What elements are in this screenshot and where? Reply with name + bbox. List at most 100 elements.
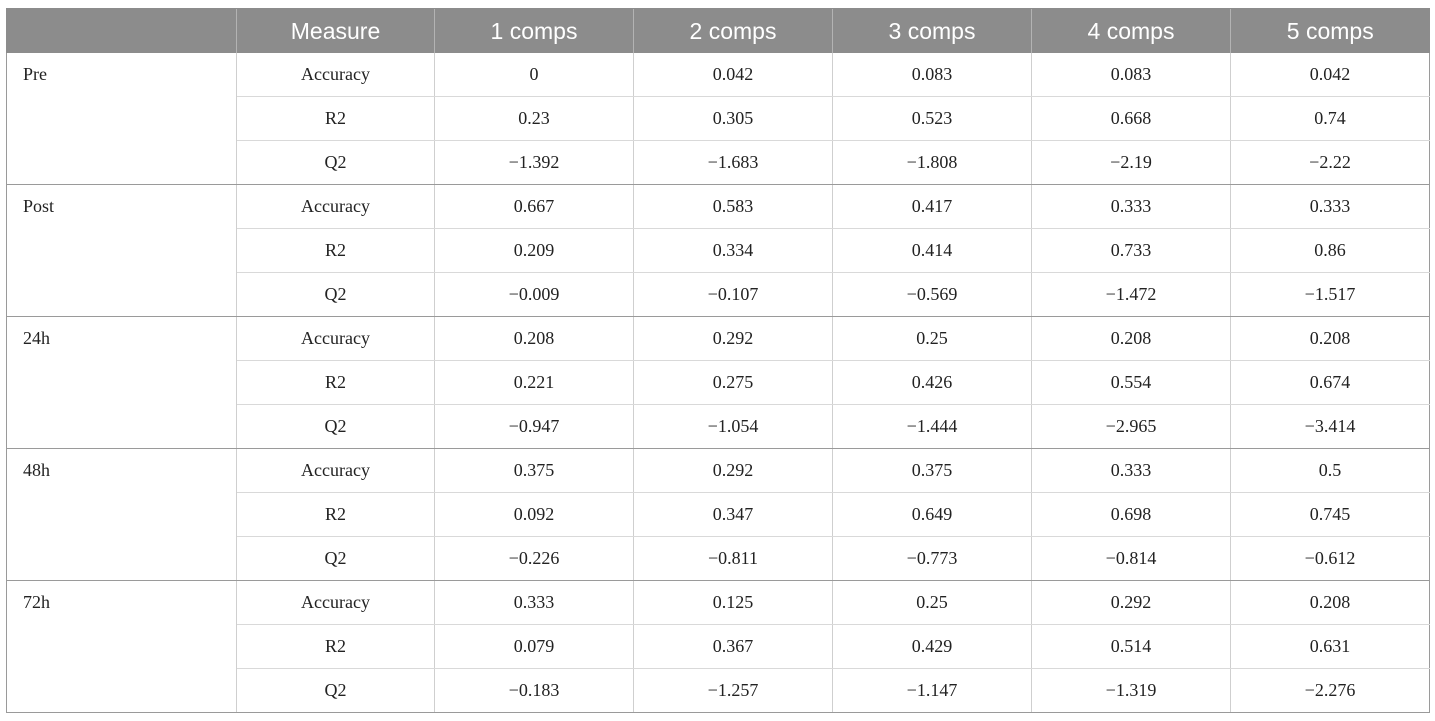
value-cell: 0.523 (832, 96, 1032, 141)
value-cell: −1.683 (633, 140, 833, 185)
table-row: Q2 −0.183 −1.257 −1.147 −1.319 −2.276 (7, 668, 1430, 713)
value-cell: −1.319 (1031, 668, 1231, 713)
table-row: Post Accuracy 0.667 0.583 0.417 0.333 0.333 (6, 184, 1430, 317)
value-cell: 0.209 (434, 228, 634, 273)
header-cell-2-comps: 2 comps (633, 8, 833, 53)
value-cell: 0 (434, 53, 634, 97)
value-cell: 0.347 (633, 492, 833, 537)
value-cell: 0.86 (1230, 228, 1430, 273)
value-cell: 0.333 (1031, 184, 1231, 229)
value-cell: 0.429 (832, 624, 1032, 669)
group-label-cell: Post (6, 184, 237, 317)
value-cell: 0.292 (1031, 580, 1231, 625)
group-label-cell: 48h (6, 448, 237, 581)
value-cell: −0.773 (832, 536, 1032, 581)
table-body: Pre Accuracy 0 0.042 0.083 0.083 0.042 R2 0.23 0.… (6, 53, 1430, 713)
value-cell: −1.054 (633, 404, 833, 449)
value-cell: 0.079 (434, 624, 634, 669)
value-cell: 0.208 (1230, 580, 1430, 625)
header-cell-1-comps: 1 comps (434, 8, 634, 53)
table-row: R2 0.221 0.275 0.426 0.554 0.674 (7, 360, 1430, 405)
group-label-cell: 24h (6, 316, 237, 449)
value-cell: 0.208 (1230, 316, 1430, 361)
value-cell: −0.107 (633, 272, 833, 317)
table-row: Q2 −1.392 −1.683 −1.808 −2.19 −2.22 (7, 140, 1430, 185)
value-cell: 0.083 (1031, 53, 1231, 97)
value-cell: 0.667 (434, 184, 634, 229)
value-cell: −1.392 (434, 140, 634, 185)
measure-cell: Q2 (236, 536, 435, 581)
value-cell: −2.965 (1031, 404, 1231, 449)
table-row: 72h Accuracy 0.333 0.125 0.25 0.292 0.208 (6, 580, 1430, 713)
value-cell: −1.147 (832, 668, 1032, 713)
value-cell: 0.042 (1230, 53, 1430, 97)
value-cell: 0.125 (633, 580, 833, 625)
measure-cell: Q2 (236, 668, 435, 713)
header-cell-timepoint (6, 8, 237, 53)
value-cell: 0.333 (1230, 184, 1430, 229)
measure-cell: Q2 (236, 404, 435, 449)
value-cell: −2.276 (1230, 668, 1430, 713)
table-row: R2 0.23 0.305 0.523 0.668 0.74 (7, 96, 1430, 141)
value-cell: 0.292 (633, 448, 833, 493)
measure-cell: Q2 (236, 140, 435, 185)
table-row: Q2 −0.009 −0.107 −0.569 −1.472 −1.517 (7, 272, 1430, 317)
value-cell: −1.257 (633, 668, 833, 713)
value-cell: 0.631 (1230, 624, 1430, 669)
table-row: Q2 −0.226 −0.811 −0.773 −0.814 −0.612 (7, 536, 1430, 581)
value-cell: 0.208 (1031, 316, 1231, 361)
value-cell: 0.514 (1031, 624, 1231, 669)
group-label-cell: Pre (6, 53, 237, 185)
measure-cell: R2 (236, 492, 435, 537)
value-cell: 0.333 (434, 580, 634, 625)
header-cell-5-comps: 5 comps (1230, 8, 1430, 53)
value-cell: 0.292 (633, 316, 833, 361)
value-cell: −1.444 (832, 404, 1032, 449)
table-row: Q2 −0.947 −1.054 −1.444 −2.965 −3.414 (7, 404, 1430, 449)
value-cell: 0.745 (1230, 492, 1430, 537)
value-cell: 0.375 (434, 448, 634, 493)
table-row: R2 0.079 0.367 0.429 0.514 0.631 (7, 624, 1430, 669)
measure-cell: R2 (236, 96, 435, 141)
value-cell: −1.517 (1230, 272, 1430, 317)
value-cell: −0.009 (434, 272, 634, 317)
table-row: Pre Accuracy 0 0.042 0.083 0.083 0.042 (6, 53, 1430, 185)
value-cell: −0.814 (1031, 536, 1231, 581)
value-cell: 0.417 (832, 184, 1032, 229)
value-cell: −0.811 (633, 536, 833, 581)
value-cell: 0.733 (1031, 228, 1231, 273)
measure-cell: R2 (236, 624, 435, 669)
value-cell: 0.649 (832, 492, 1032, 537)
value-cell: 0.674 (1230, 360, 1430, 405)
value-cell: 0.083 (832, 53, 1032, 97)
measure-cell: Accuracy (236, 580, 435, 625)
table-row: R2 0.092 0.347 0.649 0.698 0.745 (7, 492, 1430, 537)
value-cell: 0.208 (434, 316, 634, 361)
value-cell: 0.275 (633, 360, 833, 405)
value-cell: 0.426 (832, 360, 1032, 405)
value-cell: 0.5 (1230, 448, 1430, 493)
table-row: 48h Accuracy 0.375 0.292 0.375 0.333 0.5 (6, 448, 1430, 581)
header-cell-measure: Measure (236, 8, 435, 53)
results-table: Measure 1 comps 2 comps 3 comps 4 comps … (6, 8, 1430, 713)
measure-cell: Accuracy (236, 316, 435, 361)
value-cell: 0.25 (832, 580, 1032, 625)
group-label-cell: 72h (6, 580, 237, 713)
value-cell: −2.19 (1031, 140, 1231, 185)
value-cell: 0.74 (1230, 96, 1430, 141)
measure-cell: Accuracy (236, 448, 435, 493)
value-cell: −0.569 (832, 272, 1032, 317)
results-table-container: Measure 1 comps 2 comps 3 comps 4 comps … (6, 8, 1430, 713)
value-cell: 0.23 (434, 96, 634, 141)
header-cell-4-comps: 4 comps (1031, 8, 1231, 53)
header-cell-3-comps: 3 comps (832, 8, 1032, 53)
value-cell: 0.375 (832, 448, 1032, 493)
value-cell: −1.472 (1031, 272, 1231, 317)
value-cell: −0.183 (434, 668, 634, 713)
measure-cell: R2 (236, 228, 435, 273)
value-cell: 0.668 (1031, 96, 1231, 141)
value-cell: 0.554 (1031, 360, 1231, 405)
value-cell: −3.414 (1230, 404, 1430, 449)
value-cell: −2.22 (1230, 140, 1430, 185)
value-cell: 0.042 (633, 53, 833, 97)
